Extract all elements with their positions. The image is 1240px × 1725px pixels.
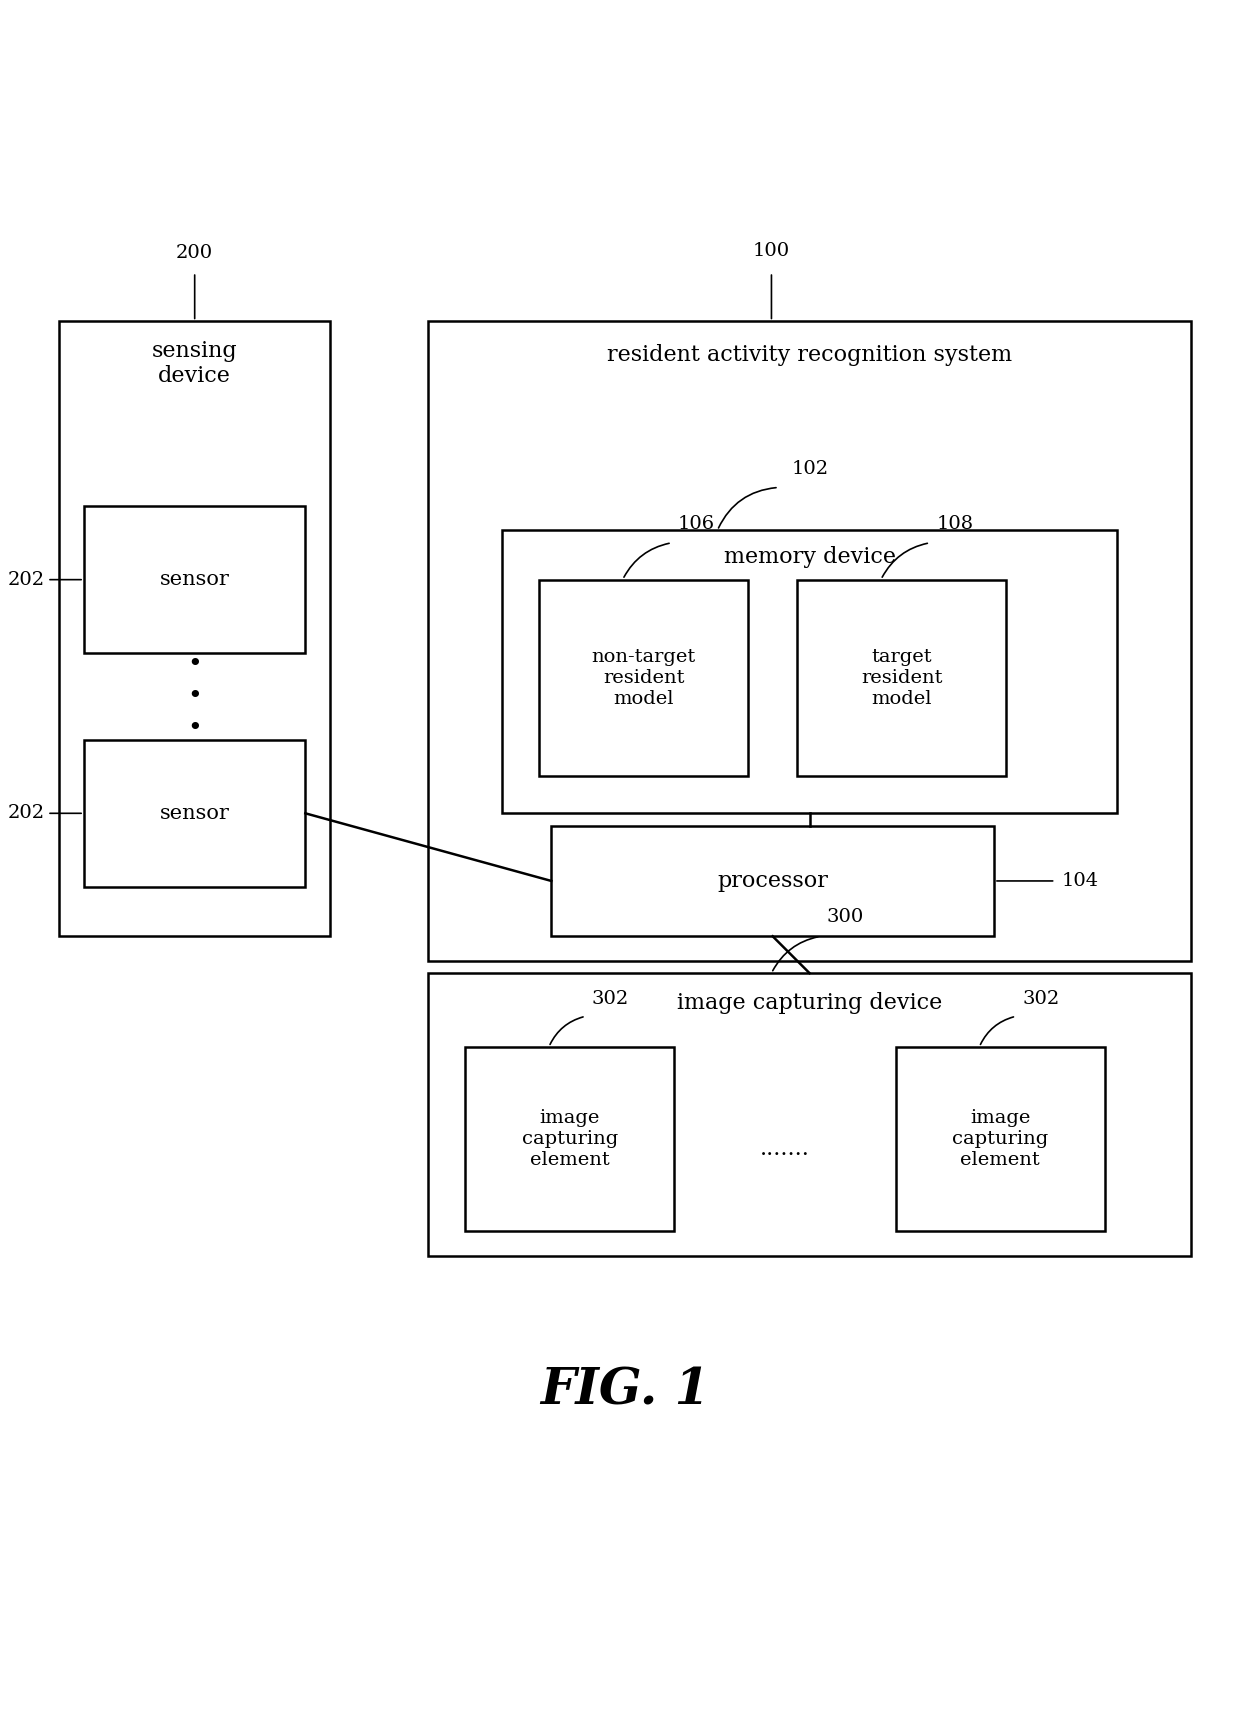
Text: target
resident
model: target resident model (861, 649, 942, 707)
FancyBboxPatch shape (428, 321, 1190, 961)
Text: 102: 102 (791, 459, 828, 478)
Text: image
capturing
element: image capturing element (952, 1109, 1048, 1170)
Text: non-target
resident
model: non-target resident model (591, 649, 696, 707)
Text: •
•
•: • • • (187, 654, 202, 740)
FancyBboxPatch shape (797, 580, 1007, 776)
Text: sensing
device: sensing device (151, 340, 238, 386)
Text: resident activity recognition system: resident activity recognition system (608, 343, 1012, 366)
Text: image capturing device: image capturing device (677, 992, 942, 1014)
Text: FIG. 1: FIG. 1 (541, 1366, 709, 1416)
FancyBboxPatch shape (552, 826, 994, 937)
Text: sensor: sensor (160, 804, 229, 823)
FancyBboxPatch shape (539, 580, 748, 776)
Text: 202: 202 (7, 804, 45, 823)
Text: processor: processor (717, 869, 828, 892)
Text: 300: 300 (827, 909, 864, 926)
Text: 108: 108 (936, 516, 973, 533)
Text: image
capturing
element: image capturing element (522, 1109, 618, 1170)
Text: 100: 100 (753, 242, 790, 260)
Text: 104: 104 (1061, 871, 1099, 890)
FancyBboxPatch shape (84, 740, 305, 887)
Text: 202: 202 (7, 571, 45, 588)
Text: sensor: sensor (160, 571, 229, 590)
Text: 200: 200 (176, 245, 213, 262)
FancyBboxPatch shape (895, 1047, 1105, 1232)
Text: 302: 302 (1022, 990, 1059, 1007)
FancyBboxPatch shape (465, 1047, 675, 1232)
Text: memory device: memory device (724, 547, 895, 569)
FancyBboxPatch shape (428, 973, 1190, 1256)
Text: .......: ....... (760, 1137, 810, 1159)
Text: 302: 302 (591, 990, 629, 1007)
FancyBboxPatch shape (84, 505, 305, 654)
FancyBboxPatch shape (502, 531, 1117, 812)
Text: 106: 106 (678, 516, 715, 533)
FancyBboxPatch shape (60, 321, 330, 937)
